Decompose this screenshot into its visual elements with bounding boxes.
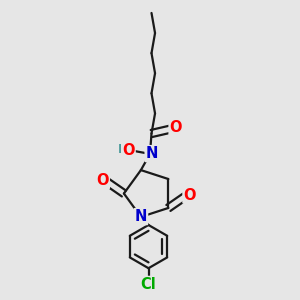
Text: N: N xyxy=(135,209,147,224)
Text: N: N xyxy=(146,146,158,161)
Text: O: O xyxy=(96,173,109,188)
Text: Cl: Cl xyxy=(141,277,156,292)
Text: H: H xyxy=(118,143,128,156)
Text: O: O xyxy=(122,143,135,158)
Text: O: O xyxy=(184,188,196,202)
Text: O: O xyxy=(169,120,182,135)
